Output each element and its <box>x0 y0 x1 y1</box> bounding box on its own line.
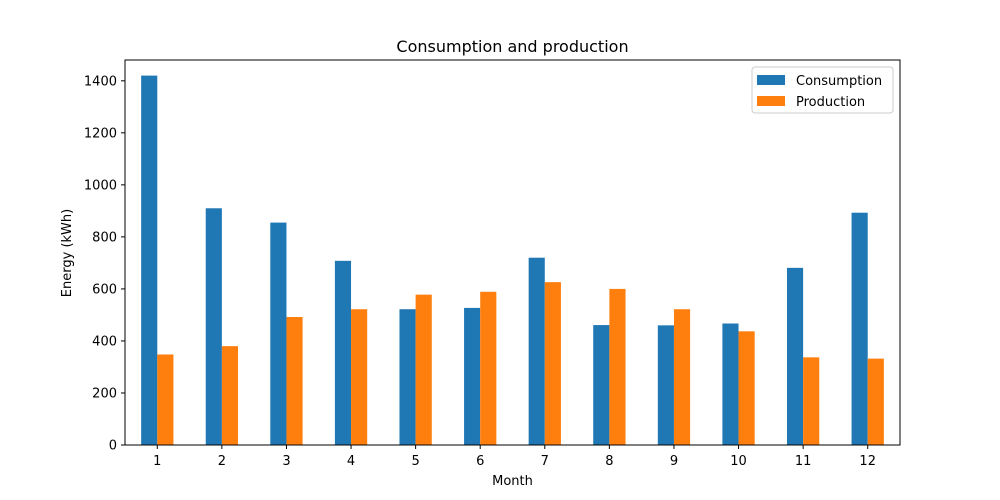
y-axis: 0 200 400 600 800 1000 1200 1400 <box>84 74 125 454</box>
bar-production-2 <box>221 346 239 445</box>
bar-production-12 <box>867 358 884 445</box>
bar-production-7 <box>544 282 561 445</box>
y-tick-label: 600 <box>92 282 117 297</box>
bar-consumption-2 <box>205 208 222 445</box>
series-consumption <box>141 75 868 446</box>
x-tick-label: 2 <box>218 454 226 469</box>
x-tick-label: 9 <box>670 454 678 469</box>
y-tick-label: 400 <box>92 334 117 349</box>
legend-label: Consumption <box>796 74 882 89</box>
legend-swatch <box>757 75 785 85</box>
bar-consumption-3 <box>270 222 287 445</box>
bar-production-9 <box>673 309 691 445</box>
bar-consumption-4 <box>334 260 352 445</box>
chart-title: Consumption and production <box>396 37 628 56</box>
legend-label: Production <box>796 95 865 110</box>
x-tick-label: 11 <box>795 454 812 469</box>
bar-consumption-5 <box>399 309 416 445</box>
series-production <box>157 282 884 445</box>
bar-consumption-6 <box>464 307 481 445</box>
legend-item-consumption: Consumption <box>757 74 882 89</box>
bar-consumption-1 <box>141 75 158 446</box>
x-tick-label: 10 <box>730 454 747 469</box>
x-tick-label: 3 <box>282 454 290 469</box>
bar-production-6 <box>480 291 497 445</box>
legend-swatch <box>757 96 785 106</box>
y-tick-label: 1200 <box>84 126 117 141</box>
x-tick-label: 8 <box>605 454 613 469</box>
bar-production-1 <box>157 354 174 445</box>
y-tick-label: 0 <box>109 439 117 454</box>
y-tick-label: 1000 <box>84 178 117 193</box>
bar-production-8 <box>609 288 626 445</box>
plot-frame <box>124 59 901 446</box>
bar-production-10 <box>738 331 755 445</box>
y-tick-label: 800 <box>92 230 117 245</box>
x-tick-label: 5 <box>411 454 419 469</box>
bar-production-5 <box>415 294 432 445</box>
bar-consumption-8 <box>593 325 610 445</box>
x-tick-label: 7 <box>541 454 549 469</box>
bar-consumption-9 <box>657 325 674 445</box>
x-tick-label: 12 <box>859 454 876 469</box>
bar-production-4 <box>351 309 368 445</box>
x-axis: 1 2 3 4 5 6 7 8 9 10 11 12 <box>153 445 876 469</box>
x-tick-label: 1 <box>153 454 161 469</box>
bar-production-11 <box>803 357 820 445</box>
y-axis-label: Energy (kWh) <box>60 209 75 297</box>
legend: Consumption Production <box>751 66 894 114</box>
legend-item-production: Production <box>757 95 865 110</box>
bar-consumption-12 <box>851 212 868 445</box>
x-tick-label: 6 <box>476 454 484 469</box>
bar-production-3 <box>286 317 303 445</box>
y-tick-label: 200 <box>92 386 117 401</box>
bar-consumption-7 <box>528 257 545 445</box>
bar-consumption-10 <box>722 323 739 445</box>
legend-box <box>751 66 894 114</box>
x-axis-label: Month <box>492 474 533 489</box>
x-tick-label: 4 <box>347 454 355 469</box>
y-tick-label: 1400 <box>84 74 117 89</box>
bar-consumption-11 <box>786 267 804 445</box>
